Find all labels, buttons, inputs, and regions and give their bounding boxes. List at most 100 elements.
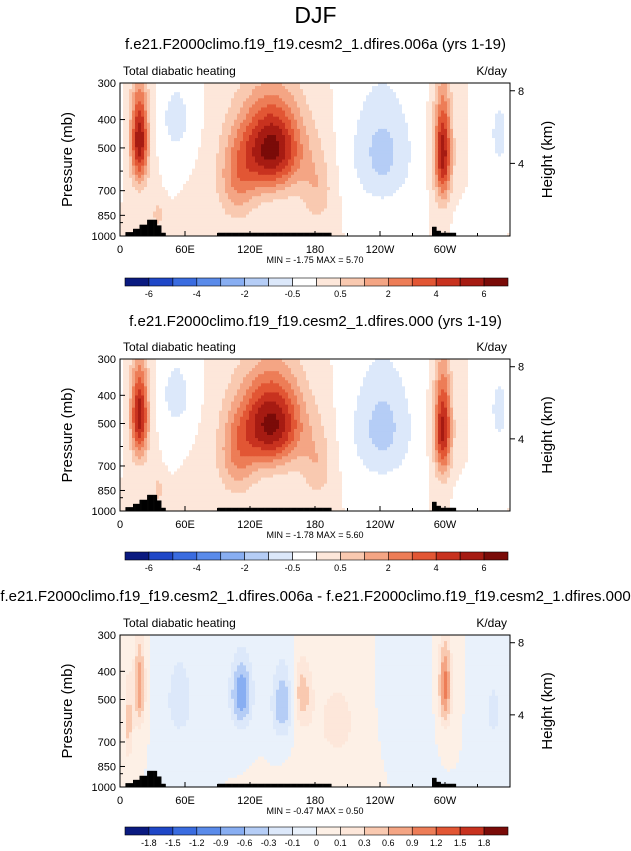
x-tick-label: 120W bbox=[366, 795, 395, 807]
colorbar-swatch bbox=[173, 552, 197, 560]
colorbar-label: -0.5 bbox=[285, 563, 301, 573]
y-tick-label: 300 bbox=[98, 78, 116, 90]
colorbar-swatch bbox=[317, 278, 341, 286]
y-right-axis-label: Height (km) bbox=[539, 121, 556, 199]
colorbar-label: -0.9 bbox=[213, 838, 229, 848]
x-tick-label: 60E bbox=[175, 244, 195, 256]
min-max-stats: MIN = -1.75 MAX = 5.70 bbox=[266, 255, 363, 265]
colorbar-label: 0.5 bbox=[334, 289, 347, 299]
colorbar-label: -1.5 bbox=[165, 838, 181, 848]
colorbar-label: -4 bbox=[193, 563, 201, 573]
y-right-tick-label: 4 bbox=[518, 434, 524, 446]
colorbar-swatch bbox=[388, 552, 412, 560]
colorbar-label: 2 bbox=[386, 563, 391, 573]
y-tick-label: 400 bbox=[98, 390, 116, 402]
colorbar-swatch bbox=[245, 827, 269, 835]
colorbar-label: 0 bbox=[314, 838, 319, 848]
colorbar-swatch bbox=[340, 278, 364, 286]
min-max-stats: MIN = -1.78 MAX = 5.60 bbox=[266, 530, 363, 540]
colorbar-swatch bbox=[245, 552, 269, 560]
colorbar-label: 2 bbox=[386, 289, 391, 299]
colorbar-2: -6 -4 -2 -0.5 0.5 2 4 6 bbox=[125, 552, 508, 573]
heatmap-field-1 bbox=[120, 83, 510, 236]
y-tick-label: 700 bbox=[98, 737, 116, 749]
colorbar-label: 0.6 bbox=[382, 838, 395, 848]
colorbar-swatch bbox=[460, 278, 484, 286]
x-tick-label: 0 bbox=[117, 519, 123, 531]
colorbar-label: -0.1 bbox=[285, 838, 301, 848]
y-tick-label: 700 bbox=[98, 461, 116, 473]
y-tick-label: 1000 bbox=[92, 782, 116, 794]
variable-label: Total diabatic heating bbox=[123, 340, 236, 354]
x-tick-label: 60E bbox=[175, 795, 195, 807]
colorbar-swatch bbox=[197, 827, 221, 835]
units-label: K/day bbox=[476, 340, 507, 354]
heatmap-field-2 bbox=[120, 359, 510, 511]
colorbar-swatch bbox=[340, 552, 364, 560]
y-tick-label: 500 bbox=[98, 143, 116, 155]
y-right-tick-label: 8 bbox=[518, 638, 524, 650]
colorbar-swatch bbox=[293, 827, 317, 835]
colorbar-swatch bbox=[364, 827, 388, 835]
colorbar-swatch bbox=[221, 552, 245, 560]
colorbar-label: 6 bbox=[482, 289, 487, 299]
x-tick-label: 60W bbox=[434, 244, 457, 256]
colorbar-label: -0.6 bbox=[237, 838, 253, 848]
colorbar-swatch bbox=[125, 278, 149, 286]
colorbar-swatch bbox=[149, 827, 173, 835]
colorbar-swatch bbox=[460, 552, 484, 560]
colorbar-label: -1.8 bbox=[141, 838, 157, 848]
colorbar-label: -4 bbox=[193, 289, 201, 299]
y-axis-label: Pressure (mb) bbox=[59, 387, 76, 482]
y-right-axis-label: Height (km) bbox=[539, 396, 556, 474]
y-right-axis-label: Height (km) bbox=[539, 672, 556, 750]
colorbar-label: 0.1 bbox=[334, 838, 347, 848]
x-tick-label: 60W bbox=[434, 519, 457, 531]
colorbar-swatch bbox=[149, 552, 173, 560]
colorbar-swatch bbox=[388, 278, 412, 286]
colorbar-swatch bbox=[484, 278, 508, 286]
colorbar-swatch bbox=[125, 827, 149, 835]
colorbar-swatch bbox=[173, 278, 197, 286]
colorbar-swatch bbox=[221, 827, 245, 835]
y-axis-label: Pressure (mb) bbox=[59, 663, 76, 758]
colorbar-label: -1.2 bbox=[189, 838, 205, 848]
colorbar-swatch bbox=[269, 278, 293, 286]
y-tick-label: 850 bbox=[98, 485, 116, 497]
x-tick-label: 60W bbox=[434, 795, 457, 807]
x-tick-label: 0 bbox=[117, 244, 123, 256]
colorbar-swatch bbox=[317, 827, 341, 835]
y-tick-label: 300 bbox=[98, 354, 116, 366]
colorbar-swatch bbox=[412, 278, 436, 286]
x-tick-label: 120E bbox=[237, 244, 263, 256]
colorbar-swatch bbox=[221, 278, 245, 286]
colorbar-swatch bbox=[436, 552, 460, 560]
colorbar-swatch bbox=[293, 552, 317, 560]
colorbar-swatch bbox=[340, 827, 364, 835]
y-tick-label: 500 bbox=[98, 694, 116, 706]
colorbar-swatch bbox=[388, 827, 412, 835]
colorbar-swatch bbox=[173, 827, 197, 835]
colorbar-label: -2 bbox=[241, 289, 249, 299]
y-tick-label: 850 bbox=[98, 210, 116, 222]
colorbar-label: 0.5 bbox=[334, 563, 347, 573]
colorbar-swatch bbox=[436, 278, 460, 286]
colorbar-label: -6 bbox=[145, 289, 153, 299]
colorbar-swatch bbox=[197, 552, 221, 560]
y-right-tick-label: 8 bbox=[518, 86, 524, 98]
heatmap-field-3 bbox=[120, 635, 510, 787]
x-tick-label: 120W bbox=[366, 519, 395, 531]
colorbar-swatch bbox=[317, 552, 341, 560]
y-tick-label: 500 bbox=[98, 418, 116, 430]
colorbar-swatch bbox=[293, 278, 317, 286]
units-label: K/day bbox=[476, 64, 507, 78]
colorbar-label: 1.2 bbox=[430, 838, 443, 848]
y-right-tick-label: 8 bbox=[518, 362, 524, 374]
y-tick-label: 1000 bbox=[92, 231, 116, 243]
colorbar-swatch bbox=[484, 552, 508, 560]
colorbar-label: 1.8 bbox=[478, 838, 491, 848]
